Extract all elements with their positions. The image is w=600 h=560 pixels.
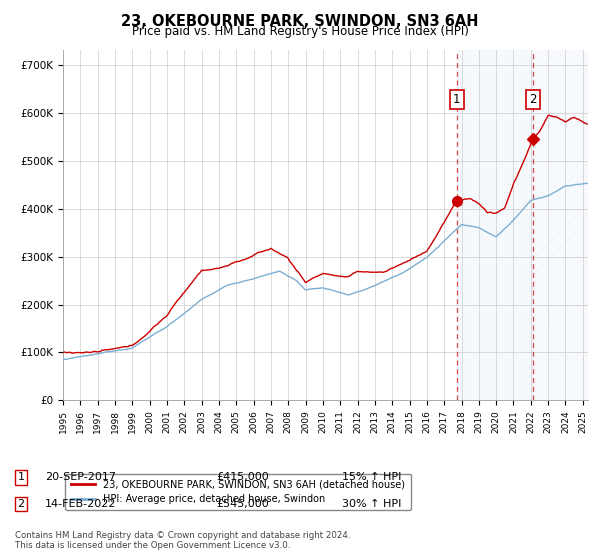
Text: Contains HM Land Registry data © Crown copyright and database right 2024.
This d: Contains HM Land Registry data © Crown c… — [15, 530, 350, 550]
Text: 30% ↑ HPI: 30% ↑ HPI — [342, 499, 401, 509]
Text: 1: 1 — [453, 93, 460, 106]
Text: 15% ↑ HPI: 15% ↑ HPI — [342, 472, 401, 482]
Bar — [457, 50, 533, 400]
Text: 2: 2 — [17, 499, 25, 509]
Text: 20-SEP-2017: 20-SEP-2017 — [45, 472, 116, 482]
Text: 14-FEB-2022: 14-FEB-2022 — [45, 499, 116, 509]
Text: 2: 2 — [529, 93, 536, 106]
Text: Price paid vs. HM Land Registry's House Price Index (HPI): Price paid vs. HM Land Registry's House … — [131, 25, 469, 38]
Text: £545,000: £545,000 — [216, 499, 269, 509]
Text: £415,000: £415,000 — [216, 472, 269, 482]
Legend: 23, OKEBOURNE PARK, SWINDON, SN3 6AH (detached house), HPI: Average price, detac: 23, OKEBOURNE PARK, SWINDON, SN3 6AH (de… — [65, 474, 411, 510]
Text: 1: 1 — [17, 472, 25, 482]
Bar — [533, 50, 588, 400]
Text: 23, OKEBOURNE PARK, SWINDON, SN3 6AH: 23, OKEBOURNE PARK, SWINDON, SN3 6AH — [121, 14, 479, 29]
